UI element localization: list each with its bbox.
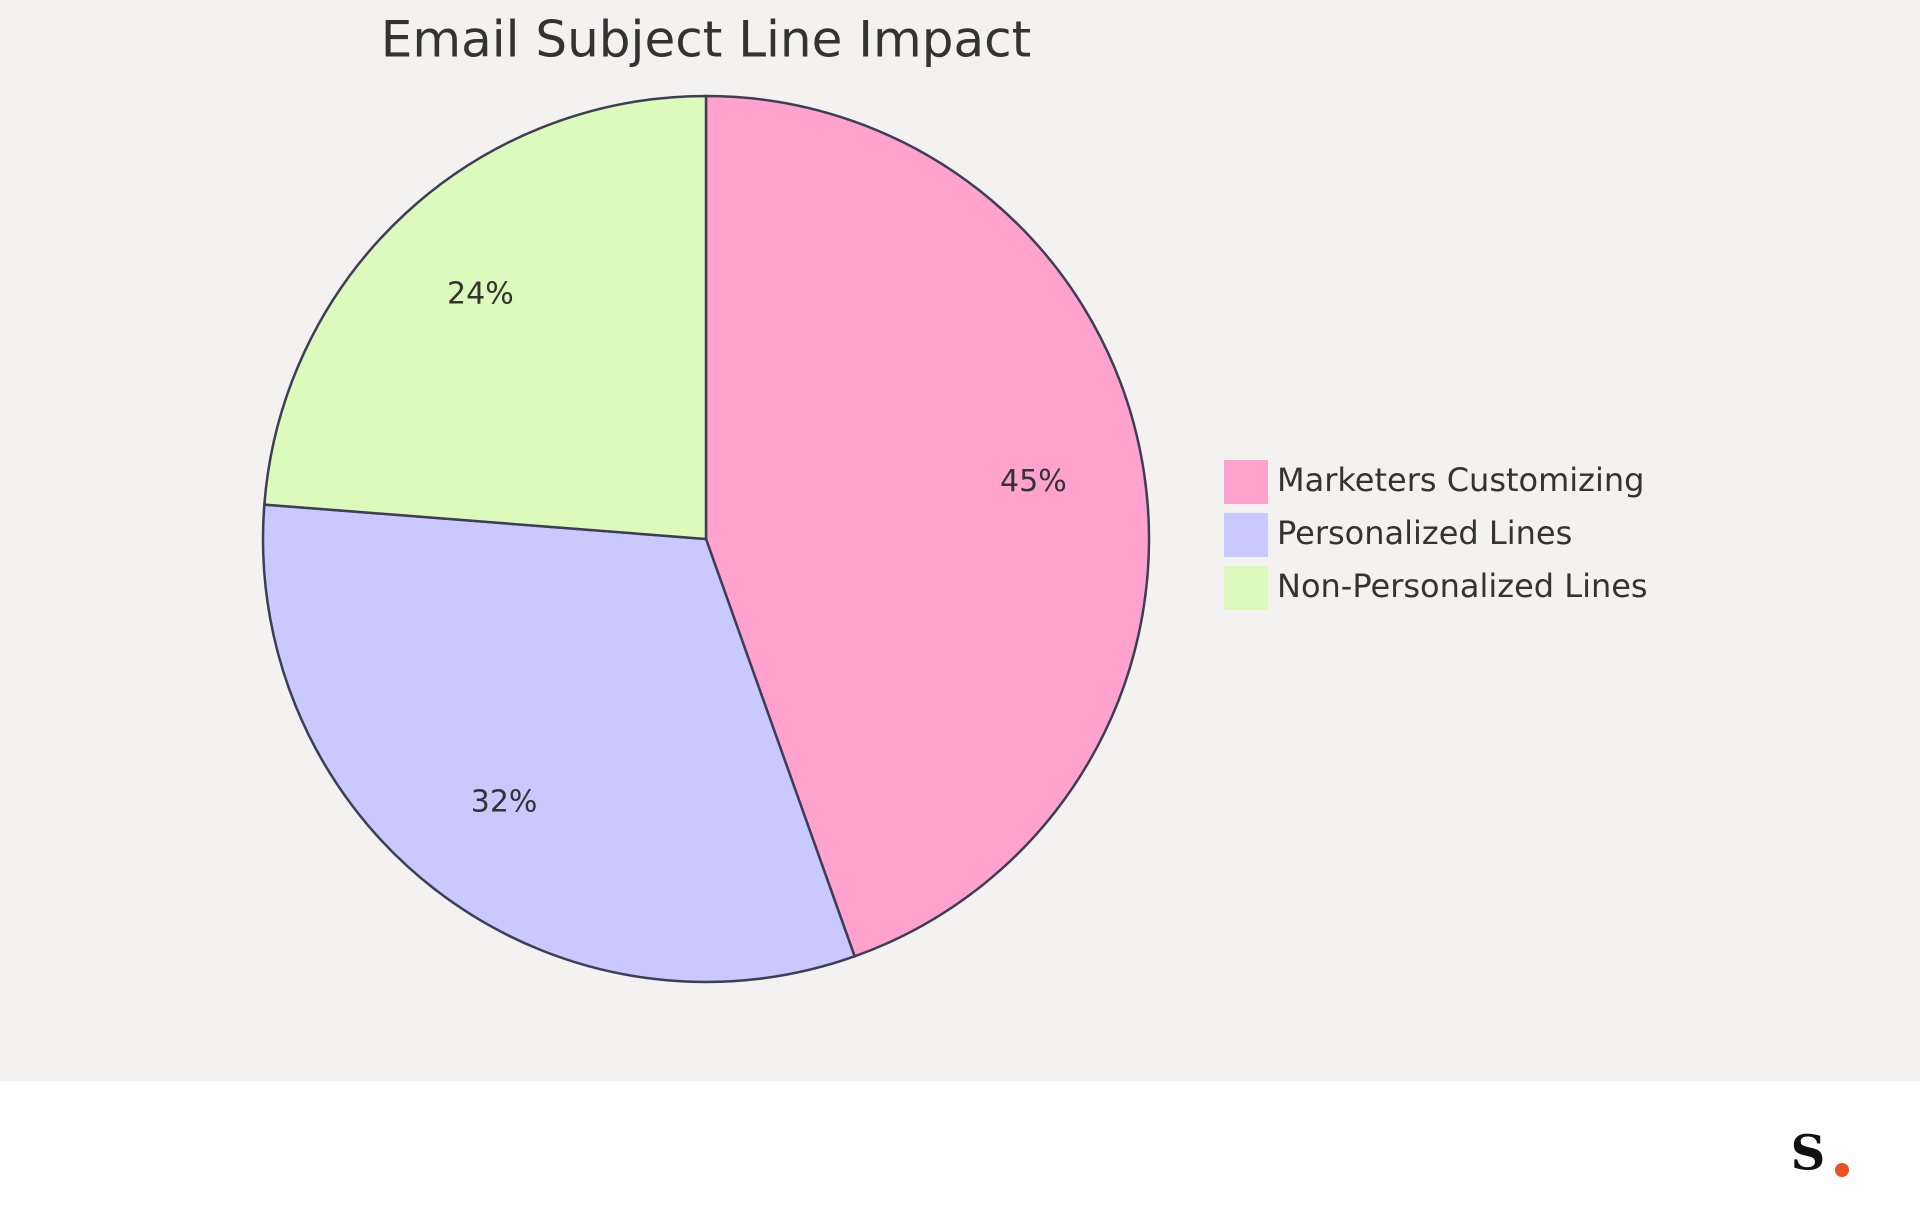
data-label: 24% [447,277,514,312]
legend-swatch [1224,513,1268,557]
pie-slice [261,503,857,984]
data-label: 45% [1000,464,1067,499]
logo-dot [1835,1163,1849,1177]
data-label: 32% [471,784,538,819]
chart-title: Email Subject Line Impact [381,11,1031,69]
logo: S [1791,1126,1826,1182]
legend-swatch [1224,460,1268,504]
legend-label: Non-Personalized Lines [1277,567,1648,605]
legend-label: Personalized Lines [1277,514,1572,552]
pie-slice [704,94,1151,958]
pie-slice [262,94,708,541]
legend-label: Marketers Customizing [1277,461,1644,499]
legend-swatch [1224,566,1268,610]
